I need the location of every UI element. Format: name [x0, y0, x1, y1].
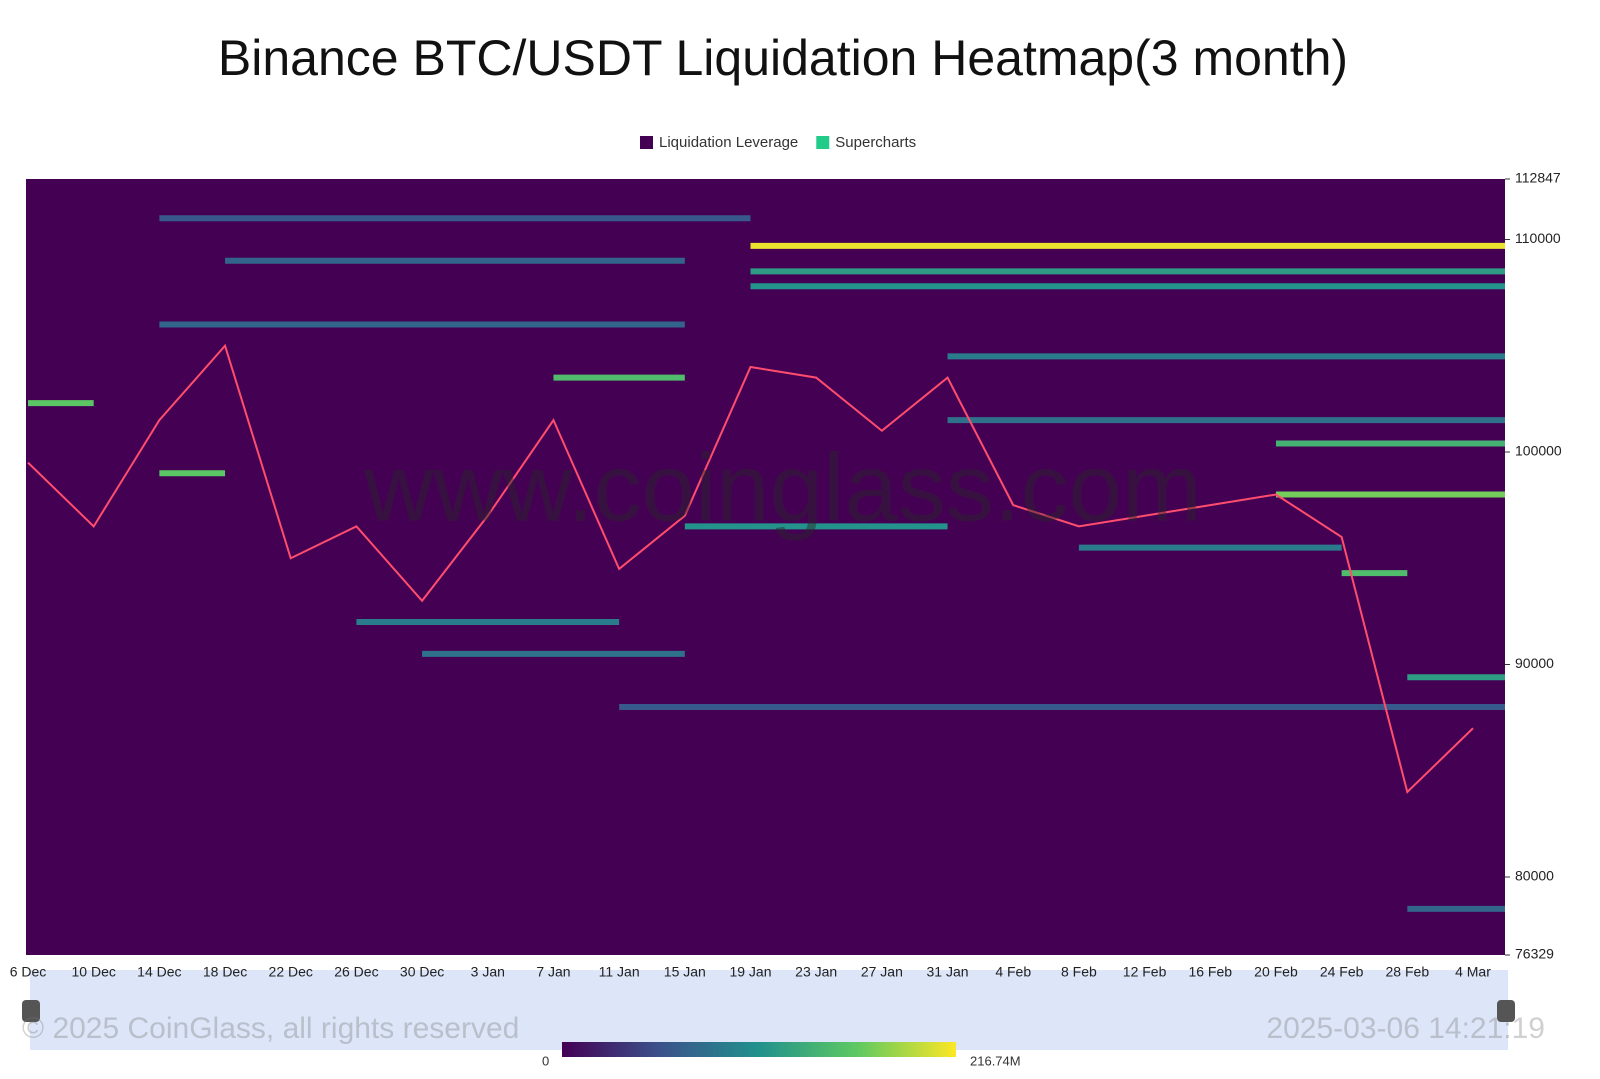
x-tick-label: 24 Feb [1320, 964, 1364, 980]
y-tick-label: 100000 [1515, 443, 1562, 459]
x-tick-label: 7 Jan [536, 964, 570, 980]
y-tick-label: 76329 [1515, 946, 1554, 962]
heat-band [159, 321, 685, 328]
x-tick-label: 19 Jan [729, 964, 771, 980]
heat-band [28, 400, 94, 407]
x-tick-label: 28 Feb [1386, 964, 1430, 980]
heat-band [422, 650, 685, 657]
heat-band [750, 283, 1505, 290]
x-tick-label: 20 Feb [1254, 964, 1298, 980]
y-tick-label: 112847 [1515, 170, 1561, 186]
x-tick-label: 18 Dec [203, 964, 247, 980]
x-tick-label: 4 Mar [1455, 964, 1491, 980]
x-tick-label: 31 Jan [927, 964, 969, 980]
legend-label: Supercharts [835, 134, 916, 151]
timestamp: 2025-03-06 14:21:19 [1266, 1012, 1545, 1045]
x-tick-label: 16 Feb [1188, 964, 1232, 980]
legend: Liquidation Leverage Supercharts [640, 134, 916, 151]
x-tick-label: 12 Feb [1123, 964, 1167, 980]
navigator [30, 970, 1508, 1050]
plot [27, 215, 1505, 912]
x-tick-label: 15 Jan [664, 964, 706, 980]
x-tick-label: 10 Dec [72, 964, 116, 980]
heat-band [1407, 905, 1505, 912]
price-line [27, 343, 1474, 794]
heat-band [553, 374, 685, 381]
heat-band [356, 618, 620, 625]
heat-band [159, 215, 751, 222]
navigator-handle[interactable] [22, 1000, 40, 1022]
heat-band [1078, 544, 1342, 551]
legend-label: Liquidation Leverage [659, 134, 798, 151]
x-tick-label: 11 Jan [599, 964, 640, 980]
colorbar-label: 216.74M [970, 1053, 1021, 1068]
chart-title: Binance BTC/USDT Liquidation Heatmap(3 m… [218, 30, 1348, 86]
heat-band [225, 257, 685, 264]
x-tick-label: 23 Jan [795, 964, 837, 980]
heat-band [159, 470, 226, 477]
watermark: www.coinglass.com [363, 434, 1202, 541]
x-tick-label: 22 Dec [269, 964, 313, 980]
colorbar [562, 1042, 956, 1057]
heat-band [1341, 570, 1408, 577]
heat-band [947, 417, 1505, 424]
x-tick-label: 3 Jan [471, 964, 505, 980]
heat-band [1275, 491, 1505, 498]
navigator-handle[interactable] [1497, 1000, 1515, 1022]
x-tick-label: 4 Feb [995, 964, 1031, 980]
colorbar-label: 0 [542, 1053, 549, 1068]
x-tick-label: 26 Dec [334, 964, 378, 980]
y-tick-label: 110000 [1515, 230, 1561, 246]
x-tick-label: 6 Dec [10, 964, 47, 980]
heat-band [619, 703, 1505, 710]
x-tick-label: 14 Dec [137, 964, 181, 980]
y-tick-label: 80000 [1515, 868, 1554, 884]
heat-band [1275, 440, 1505, 447]
heat-band [750, 242, 1505, 249]
legend-swatch [816, 136, 830, 149]
copyright: © 2025 CoinGlass, all rights reserved [22, 1012, 519, 1045]
heat-band [1407, 674, 1505, 681]
x-tick-label: 8 Feb [1061, 964, 1097, 980]
x-tick-label: 27 Jan [861, 964, 903, 980]
legend-swatch [640, 136, 653, 149]
heat-band [750, 268, 1505, 275]
plot-background [26, 179, 1505, 955]
x-tick-label: 30 Dec [400, 964, 444, 980]
heat-band [684, 523, 948, 530]
y-tick-label: 90000 [1515, 655, 1554, 671]
heat-band [947, 353, 1505, 360]
